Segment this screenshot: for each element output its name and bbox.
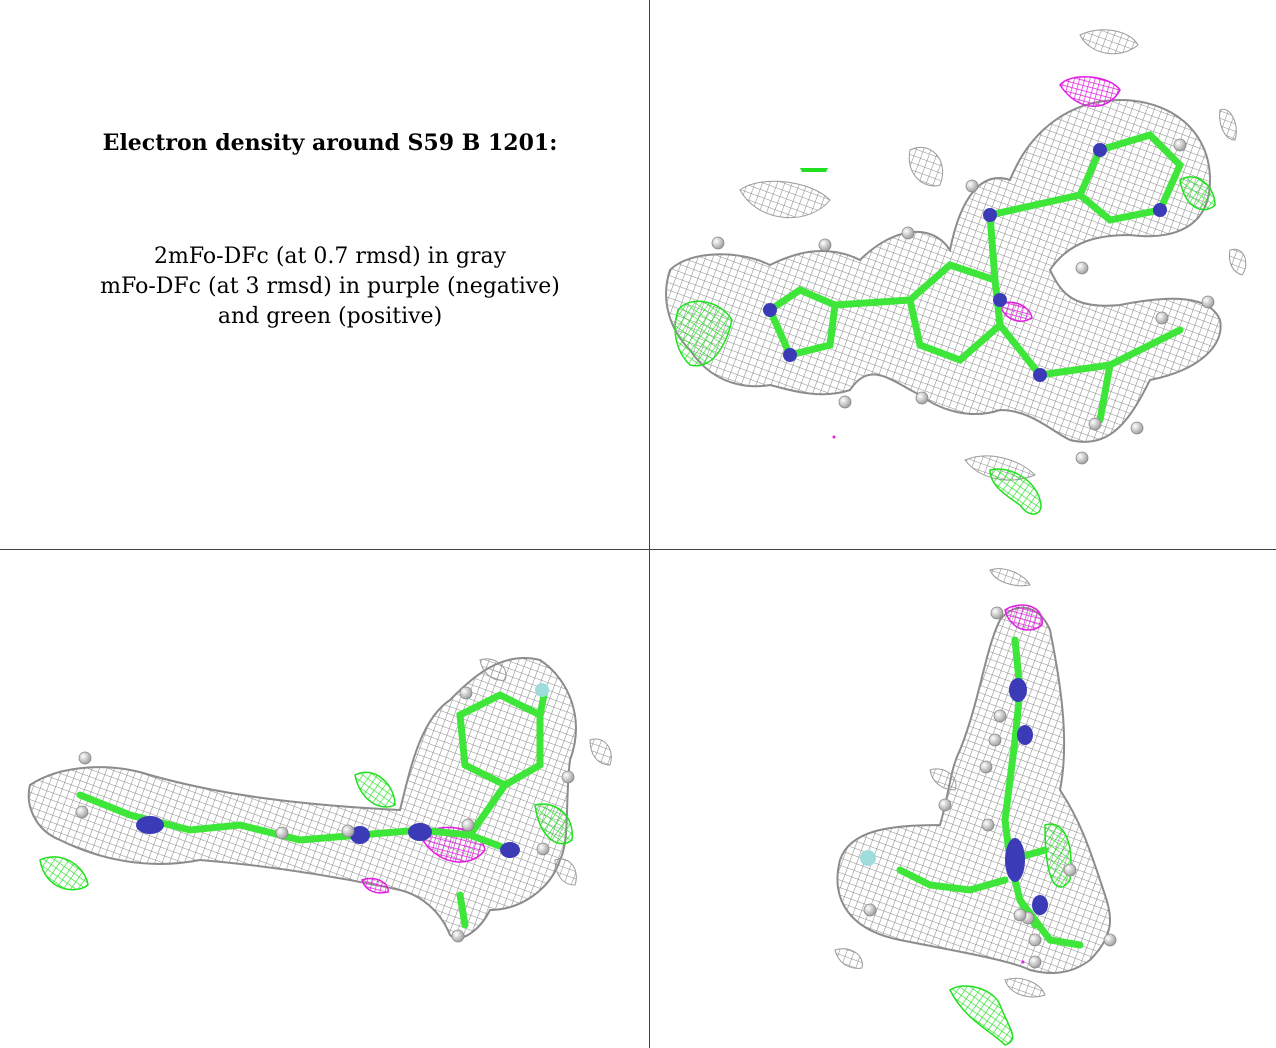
mesh-fragment (1079, 29, 1139, 55)
mesh-fragment (1229, 248, 1247, 276)
positive-density-blob (39, 856, 89, 891)
caption-cell: Electron density around S59 B 1201: 2mFo… (0, 0, 650, 550)
mesh-fragment (989, 568, 1031, 587)
hydrogen-atoms (863, 606, 1117, 969)
mesh-fragment (929, 768, 957, 791)
molecule-density-view-icon (665, 29, 1247, 515)
fluorine-atom (535, 683, 549, 697)
negative-density-blob (361, 877, 389, 894)
negative-density-speck (832, 435, 836, 439)
caption-legend: 2mFo-DFc (at 0.7 rmsd) in gray mFo-DFc (… (10, 242, 649, 332)
positive-density-blob (354, 771, 396, 808)
negative-density-speck (1021, 960, 1025, 964)
negative-density-blob (1059, 76, 1121, 107)
mesh-fragment (589, 738, 612, 766)
positive-density-blob (989, 468, 1042, 515)
density-view-side (0, 550, 650, 1048)
caption-line-gray: 2mFo-DFc (at 0.7 rmsd) in gray (154, 244, 506, 269)
positive-density-blob (674, 300, 733, 367)
negative-density-blob (999, 301, 1033, 322)
nitrogen-atoms (1005, 678, 1048, 915)
nitrogen-atoms (136, 816, 520, 858)
caption-title: Electron density around S59 B 1201: (102, 130, 558, 156)
positive-density-blob (534, 803, 573, 845)
hydrogen-atoms (75, 686, 575, 943)
density-envelope (836, 606, 1111, 974)
mesh-fragment (739, 180, 831, 219)
positive-density-blob (949, 985, 1014, 1046)
mesh-fragment (554, 858, 577, 886)
negative-density-blob (1004, 604, 1043, 631)
molecule-density-side-view-icon (27, 657, 612, 943)
mesh-fragment (834, 948, 863, 969)
density-view-top (650, 0, 1276, 550)
caption-line-green: and green (positive) (217, 304, 443, 329)
nitrogen-atoms (763, 143, 1167, 382)
hydrogen-atoms (711, 138, 1215, 465)
mesh-fragment (1004, 977, 1046, 998)
mesh-fragment (479, 658, 507, 681)
positive-density-blob (1179, 176, 1216, 211)
molecule-density-end-view-icon (834, 568, 1117, 1046)
density-view-end (650, 550, 1276, 1048)
mesh-fragment (908, 147, 944, 187)
caption-line-purple: mFo-DFc (at 3 rmsd) in purple (negative) (100, 274, 560, 299)
positive-density-blob (800, 168, 828, 172)
fluorine-atom (860, 850, 876, 866)
mesh-fragment (1219, 108, 1237, 141)
